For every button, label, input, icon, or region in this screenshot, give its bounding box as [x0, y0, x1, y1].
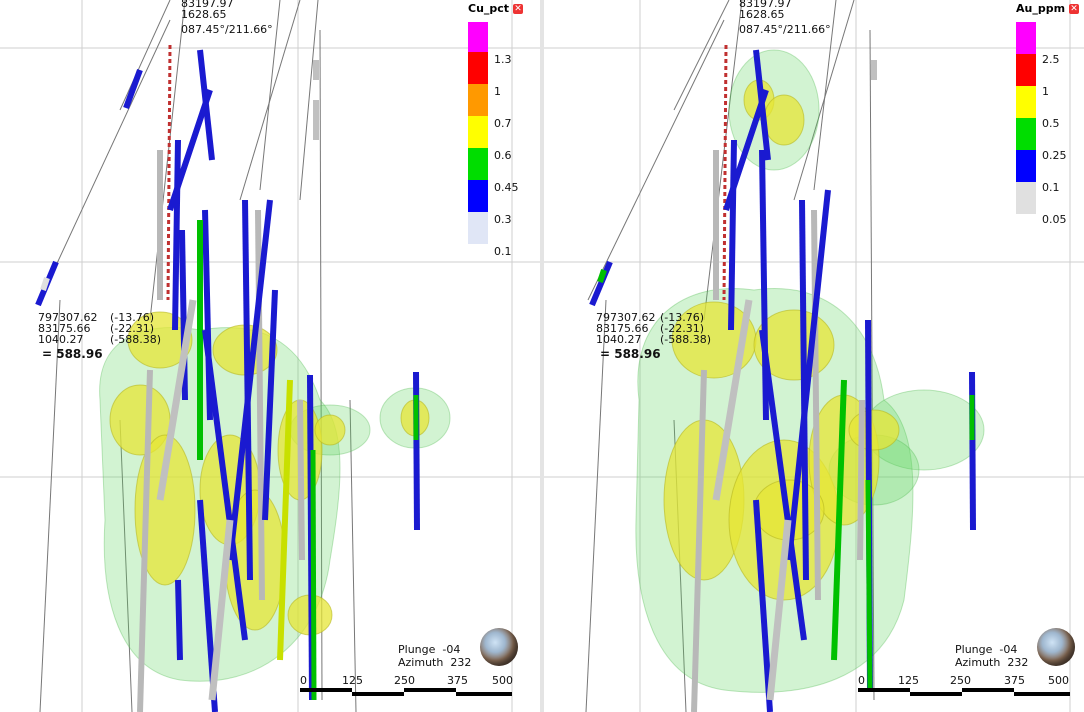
- legend-label: 1.3: [494, 53, 512, 66]
- legend-title: Au_ppm: [1016, 2, 1066, 15]
- cursor-dx: (-13.76): [110, 311, 155, 324]
- top-readout-angles: 087.45°/211.66°: [739, 23, 831, 36]
- legend-swatch-magenta: [1016, 22, 1036, 54]
- legend-label: 0.3: [494, 213, 512, 226]
- top-readout-line1: 83197.97: [739, 0, 792, 10]
- cursor-y: 83175.66: [596, 322, 649, 335]
- legend-label: 0.05: [1042, 213, 1067, 226]
- scale-tick: 0: [858, 674, 865, 687]
- cursor-distance: = 588.96: [42, 347, 103, 361]
- scale-segment: [300, 688, 352, 692]
- legend-swatch-blue: [468, 180, 488, 212]
- legend-label: 0.1: [1042, 181, 1060, 194]
- cursor-dy: (-22.31): [660, 322, 705, 335]
- scale-tick: 125: [898, 674, 919, 687]
- cursor-dy: (-22.31): [110, 322, 155, 335]
- legend-swatch-green: [468, 148, 488, 180]
- legend-swatch-orange: [468, 84, 488, 116]
- scale-tick: 375: [447, 674, 468, 687]
- drillhole-scene-au[interactable]: [544, 0, 1084, 712]
- scale-segment: [456, 692, 512, 696]
- legend-swatch-red: [1016, 54, 1036, 86]
- top-readout-angles: 087.45°/211.66°: [181, 23, 273, 36]
- scale-tick: 500: [1048, 674, 1069, 687]
- scale-segment: [404, 688, 456, 692]
- legend-label: 1: [1042, 85, 1049, 98]
- azimuth-label: Azimuth 232: [398, 656, 472, 669]
- cursor-z: 1040.27: [38, 333, 84, 346]
- plunge-label: Plunge -04: [398, 643, 461, 656]
- scale-tick: 125: [342, 674, 363, 687]
- legend-label: 2.5: [1042, 53, 1060, 66]
- legend-label: 0.45: [494, 181, 519, 194]
- legend-swatch-yellow: [468, 116, 488, 148]
- cursor-x: 797307.62: [38, 311, 98, 324]
- panel-divider: [540, 0, 544, 712]
- legend-swatch-grey: [1016, 182, 1036, 214]
- scale-tick: 0: [300, 674, 307, 687]
- cursor-z: 1040.27: [596, 333, 642, 346]
- viewport-au[interactable]: 83197.97 1628.65 087.45°/211.66° 797307.…: [544, 0, 1084, 712]
- legend-label: 0.6: [494, 149, 512, 162]
- close-icon[interactable]: ✕: [1069, 4, 1079, 14]
- viewport-cu[interactable]: 83197.97 1628.65 087.45°/211.66° 797307.…: [0, 0, 540, 712]
- drillhole-scene-cu[interactable]: [0, 0, 540, 712]
- legend-label: 0.25: [1042, 149, 1067, 162]
- scale-bar: 0 125 250 375 500: [298, 674, 518, 698]
- cursor-y: 83175.66: [38, 322, 91, 335]
- legend-label: 1: [494, 85, 501, 98]
- legend-swatch-green: [1016, 118, 1036, 150]
- cursor-dz: (-588.38): [110, 333, 162, 346]
- top-readout-line1: 83197.97: [181, 0, 234, 10]
- top-readout-line2: 1628.65: [739, 8, 785, 21]
- globe-icon[interactable]: [1037, 628, 1075, 666]
- legend-label: 0.5: [1042, 117, 1060, 130]
- cursor-distance: = 588.96: [600, 347, 661, 361]
- scale-segment: [910, 692, 962, 696]
- scale-segment: [1014, 692, 1070, 696]
- scale-tick: 375: [1004, 674, 1025, 687]
- scale-segment: [352, 692, 404, 696]
- legend-label: 0.7: [494, 117, 512, 130]
- top-readout-line2: 1628.65: [181, 8, 227, 21]
- legend-swatch-lavender: [468, 212, 488, 244]
- scale-tick: 500: [492, 674, 513, 687]
- scale-bar: 0 125 250 375 500: [856, 674, 1078, 698]
- plunge-label: Plunge -04: [955, 643, 1018, 656]
- cursor-dz: (-588.38): [660, 333, 712, 346]
- legend-swatch-magenta: [468, 22, 488, 52]
- legend-title: Cu_pct: [468, 2, 510, 15]
- scale-segment: [962, 688, 1014, 692]
- cursor-x: 797307.62: [596, 311, 656, 324]
- scale-tick: 250: [950, 674, 971, 687]
- legend-swatch-yellow: [1016, 86, 1036, 118]
- globe-icon[interactable]: [480, 628, 518, 666]
- scale-tick: 250: [394, 674, 415, 687]
- scale-segment: [858, 688, 910, 692]
- close-icon[interactable]: ✕: [513, 4, 523, 14]
- legend-swatch-red: [468, 52, 488, 84]
- azimuth-label: Azimuth 232: [955, 656, 1029, 669]
- cursor-dx: (-13.76): [660, 311, 705, 324]
- legend-label: 0.1: [494, 245, 512, 258]
- legend-swatch-blue: [1016, 150, 1036, 182]
